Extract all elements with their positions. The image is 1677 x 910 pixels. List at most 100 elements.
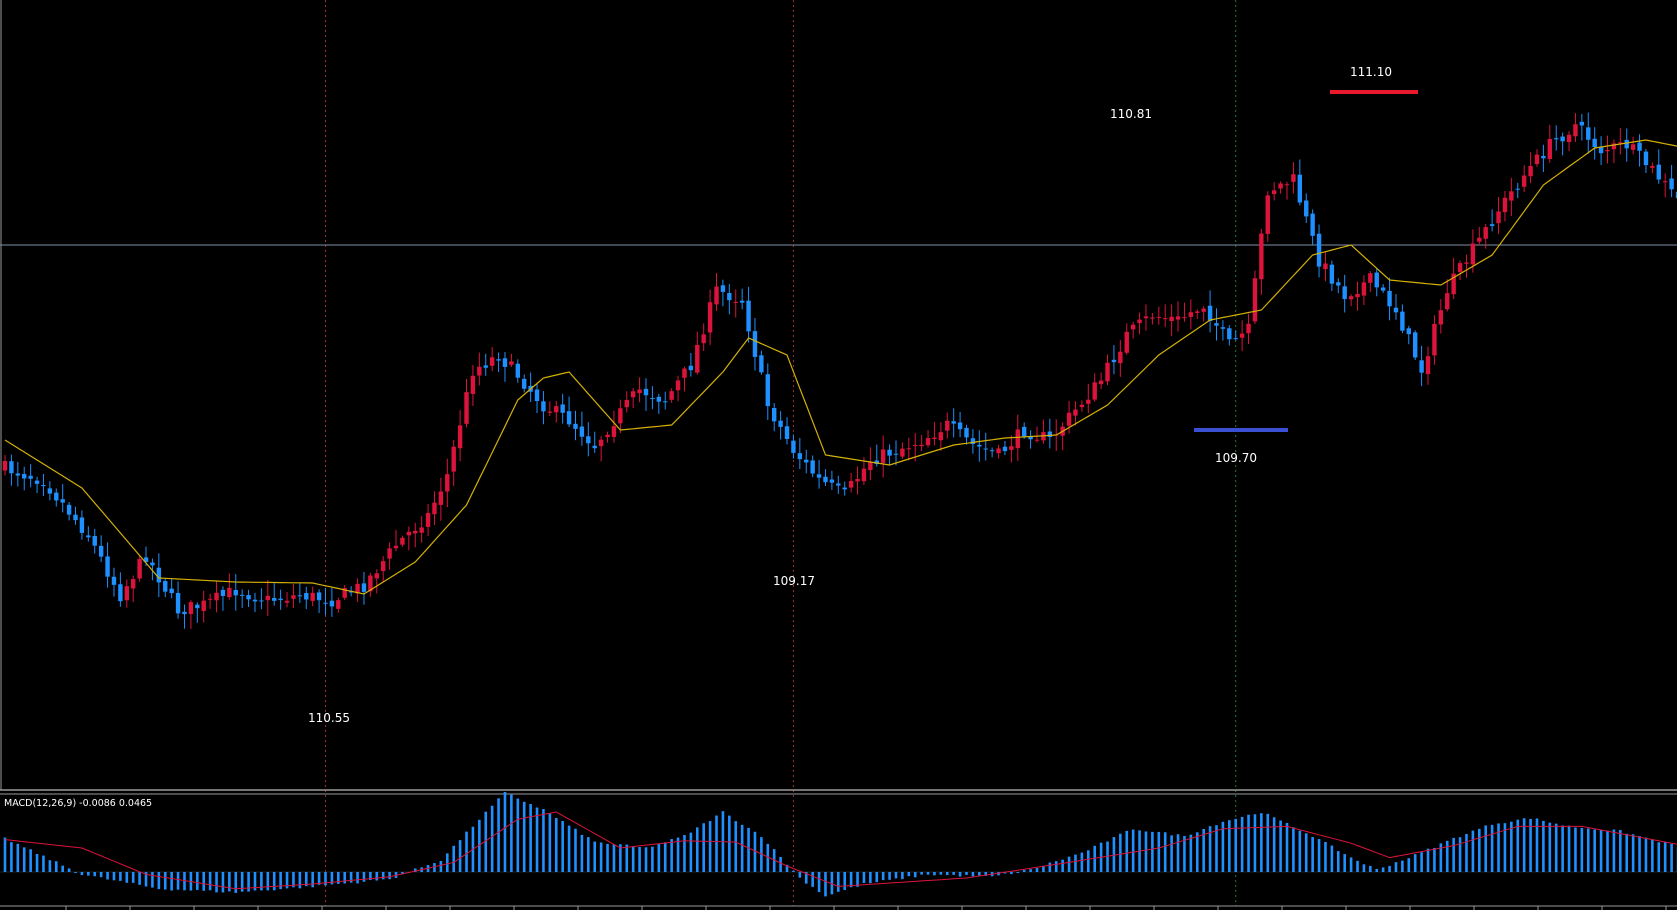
moving-average-line [4,139,1677,595]
macd-bar [1490,824,1494,872]
candle-body [22,474,27,479]
macd-bar [138,872,141,885]
macd-bar [920,872,923,875]
macd-bar [439,860,443,872]
macd-bar [234,872,238,893]
candle-body [214,592,219,601]
candle-body [1150,317,1155,319]
macd-bar [362,872,366,882]
macd-bar [1119,833,1122,872]
macd-bar [196,872,199,890]
macd-bar [144,872,148,887]
candle-body [1413,332,1418,358]
candle-body [1509,191,1514,201]
candle-body [342,588,347,598]
macd-bar [811,872,814,887]
macd-bar [740,824,744,872]
candle-body [227,587,232,598]
macd-bar [503,792,507,872]
macd-bar [926,872,930,875]
macd-bar [792,870,795,872]
candle-body [1329,264,1335,284]
candle-body [1361,282,1367,296]
macd-bar [881,872,885,881]
candle-body [118,584,123,602]
candle-body [675,380,681,391]
macd-bar [554,817,558,872]
candle-body [1611,143,1617,150]
candle-body [1137,319,1142,324]
candle-body [1201,308,1206,312]
macd-bar [131,872,135,883]
macd-bar [87,872,90,876]
candle-body [772,407,777,422]
candle-body [1195,311,1200,313]
macd-bar [1484,825,1488,872]
macd-bar [1388,865,1391,872]
candle-body [1297,174,1303,203]
candle-body [1643,151,1649,166]
candle-body [951,421,956,424]
macd-bar [804,872,808,884]
candle-body [163,581,168,592]
macd-bar [638,847,641,872]
macd-bar [1529,818,1532,872]
candle-body [1156,316,1161,318]
candle-body [489,357,495,366]
candle-body [1432,323,1437,356]
candle-body [977,444,982,447]
macd-bar [561,821,564,872]
candle-body [98,545,104,557]
candle-body [945,420,950,431]
macd-bar [798,872,802,878]
macd-bar [1452,837,1455,872]
candle-body [1246,323,1251,334]
macd-bar [1035,868,1039,872]
candle-body [874,460,879,465]
macd-bar [1170,835,1173,872]
candle-body [124,586,129,601]
candle-body [1406,328,1411,335]
macd-bar [913,872,917,878]
candle-body [502,358,508,367]
candle-body [272,598,277,601]
macd-bar [330,872,334,885]
candle-body [79,517,85,533]
macd-bar [1324,842,1327,872]
candle-body [810,460,815,474]
macd-bar [1080,852,1084,872]
candle-body [534,389,540,402]
candle-body [739,300,745,303]
candle-body [522,378,527,389]
candle-body [380,561,386,572]
macd-bar [1401,860,1404,872]
macd-bar [1349,857,1353,872]
macd-bar [1394,862,1398,872]
candle-body [707,302,713,333]
candle-body [1220,327,1226,329]
macd-bar [1054,861,1058,872]
candle-body [592,445,597,449]
candle-body [1547,138,1553,160]
candle-body [1163,318,1168,320]
candle-body [483,365,488,368]
candle-body [733,301,738,303]
candle-body [893,453,899,455]
candle-body [477,366,482,376]
macd-bar [1439,843,1443,872]
macd-bar [413,868,417,872]
candle-body [746,300,751,332]
candle-body [1355,293,1360,298]
candle-body [28,475,33,479]
macd-bar [1478,828,1481,872]
candle-body [727,292,732,301]
macd-bar [1619,830,1622,872]
macd-bar [1266,813,1270,872]
candle-body [265,595,271,601]
macd-bar [952,872,955,875]
candle-body [387,548,392,559]
macd-bar [35,853,39,872]
macd-bar [1663,841,1667,872]
candle-body [1175,316,1181,320]
